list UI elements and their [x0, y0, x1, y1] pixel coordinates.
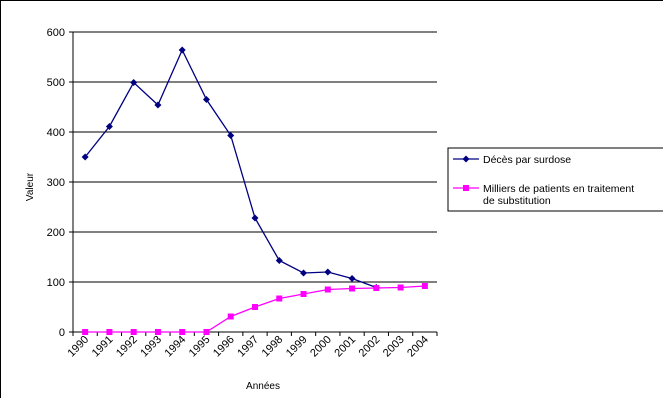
- x-tick-label: 1993: [138, 334, 164, 360]
- legend-label: Milliers de patients en traitement de sub…: [483, 183, 634, 207]
- x-tick-label: 1990: [65, 334, 91, 360]
- legend: Décès par surdose Milliers de patients en…: [447, 147, 663, 212]
- y-tick-label: 200: [47, 227, 65, 239]
- series-1-point: [202, 96, 210, 103]
- y-tick-label: 0: [59, 327, 65, 339]
- series-2-point: [154, 329, 161, 335]
- gridlines: [73, 31, 437, 333]
- series-1-point: [348, 275, 356, 282]
- series-1-point: [227, 132, 235, 139]
- series-1-point: [130, 79, 138, 86]
- x-tick-label: 1992: [114, 334, 140, 360]
- x-tick-label: 1999: [284, 334, 310, 360]
- x-tick-label: 1991: [90, 334, 116, 360]
- x-tick-label: 1995: [187, 334, 213, 360]
- x-tick-label: 2003: [381, 334, 407, 360]
- series-1-point: [324, 268, 332, 276]
- series-1-point: [81, 153, 89, 161]
- series-2-point: [397, 284, 404, 291]
- x-tick-label: 1998: [260, 334, 286, 360]
- x-tick-label: 2002: [357, 334, 383, 360]
- series-1-line: [84, 48, 377, 289]
- y-axis: 0 100 200 300 400 500 600: [47, 27, 74, 339]
- legend-label: Décès par surdose: [483, 154, 571, 166]
- y-tick-label: 600: [47, 27, 65, 39]
- y-tick-label: 400: [47, 127, 65, 139]
- series-2-point: [252, 304, 258, 310]
- series-2-point: [82, 329, 89, 335]
- x-tick-label: 1994: [163, 334, 189, 360]
- y-tick-label: 100: [47, 277, 65, 289]
- series-1-point: [251, 214, 259, 222]
- series-2-point: [203, 329, 210, 335]
- series-2-point: [227, 313, 234, 320]
- series-2-point: [300, 291, 307, 297]
- legend-marker: [463, 185, 469, 191]
- x-tick-label: 2001: [332, 334, 358, 360]
- series-2-point: [276, 295, 283, 302]
- series-1-point: [275, 257, 283, 264]
- x-axis: 1990199119921993199419951996199719981999…: [65, 331, 438, 360]
- x-tick-label: 2000: [308, 334, 334, 360]
- legend-box: [447, 147, 663, 212]
- series-2-point: [179, 329, 186, 335]
- series-1-point: [105, 123, 113, 130]
- x-tick-label: 1996: [211, 334, 237, 360]
- series-2-point: [324, 286, 331, 293]
- y-axis-label: Valeur: [25, 172, 36, 201]
- series-2-point: [349, 285, 356, 292]
- legend-marker: [462, 155, 470, 163]
- series-2-point: [373, 285, 380, 291]
- y-tick-label: 300: [47, 177, 65, 189]
- x-tick-label: 1997: [235, 334, 261, 360]
- series-1-point: [300, 269, 308, 277]
- series-2-point: [106, 329, 113, 335]
- y-tick-label: 500: [47, 77, 65, 89]
- series-2-point: [421, 283, 428, 289]
- x-tick-label: 2004: [405, 334, 431, 360]
- x-axis-label: Années: [246, 381, 280, 392]
- series-1-point: [154, 101, 162, 109]
- series-1-point: [178, 46, 186, 54]
- series-group: [81, 46, 428, 335]
- series-2-point: [130, 329, 137, 335]
